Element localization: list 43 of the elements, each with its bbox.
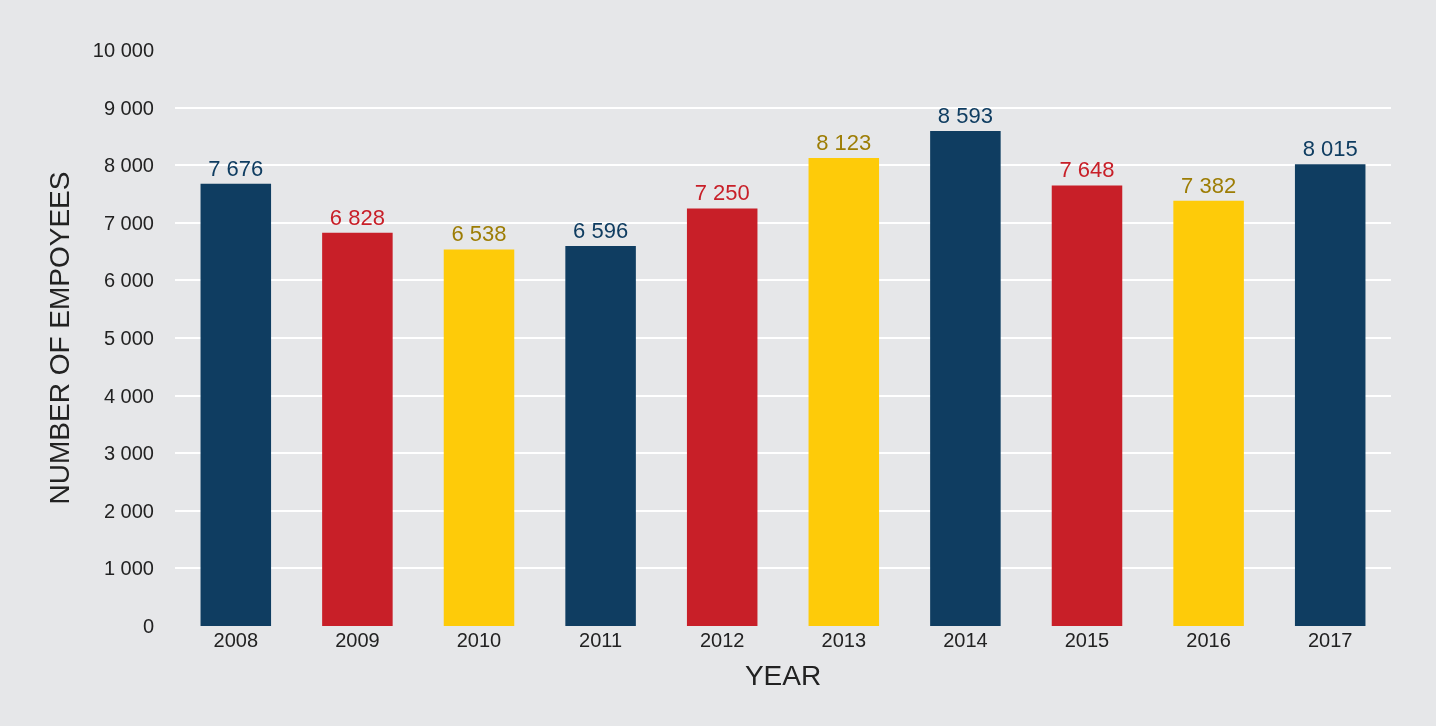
y-tick-label: 0 [142,615,154,637]
x-tick-label: 2013 [821,629,867,651]
x-tick-label: 2017 [1307,629,1353,651]
bar [565,246,636,626]
data-label: 8 593 [937,103,993,129]
x-tick-label: 2011 [579,629,623,651]
bar [443,249,515,626]
y-axis-title: NUMBER OF EMPOYEES [43,171,75,505]
data-label: 8 123 [816,130,872,156]
x-tick-label: 2008 [213,629,259,651]
bar [686,208,758,626]
y-tick-label: 5 000 [103,327,154,349]
x-tick-label: 2015 [1064,629,1110,651]
bar [322,232,393,626]
x-tick-label: 2010 [456,629,502,651]
bar [1294,164,1366,626]
data-label: 7 648 [1059,157,1115,183]
bar [200,183,272,626]
data-label: 7 250 [694,180,750,206]
data-label: 7 676 [208,155,264,181]
y-tick-label: 10 000 [92,39,154,61]
y-tick-label: 9 000 [103,96,154,119]
x-tick-label: 2016 [1186,629,1231,651]
data-label: 6 596 [573,218,629,244]
x-axis-title: YEAR [744,660,822,692]
y-tick-label: 2 000 [103,499,154,522]
y-tick-label: 8 000 [103,154,154,177]
data-label: 6 538 [451,221,507,247]
bar [808,158,880,626]
data-label: 6 828 [329,204,385,230]
x-tick-label: 2012 [699,629,745,651]
x-tick-label: 2009 [335,629,380,651]
y-tick-label: 1 000 [103,557,154,580]
bar [1051,185,1123,626]
y-tick-label: 4 000 [103,384,154,407]
y-tick-label: 7 000 [103,211,154,234]
data-label: 7 382 [1181,172,1237,198]
bar [1173,200,1244,626]
y-tick-label: 3 000 [103,442,154,465]
bar [930,131,1001,626]
y-tick-label: 6 000 [103,269,154,292]
x-tick-label: 2014 [943,629,988,651]
data-label: 8 015 [1302,136,1358,162]
